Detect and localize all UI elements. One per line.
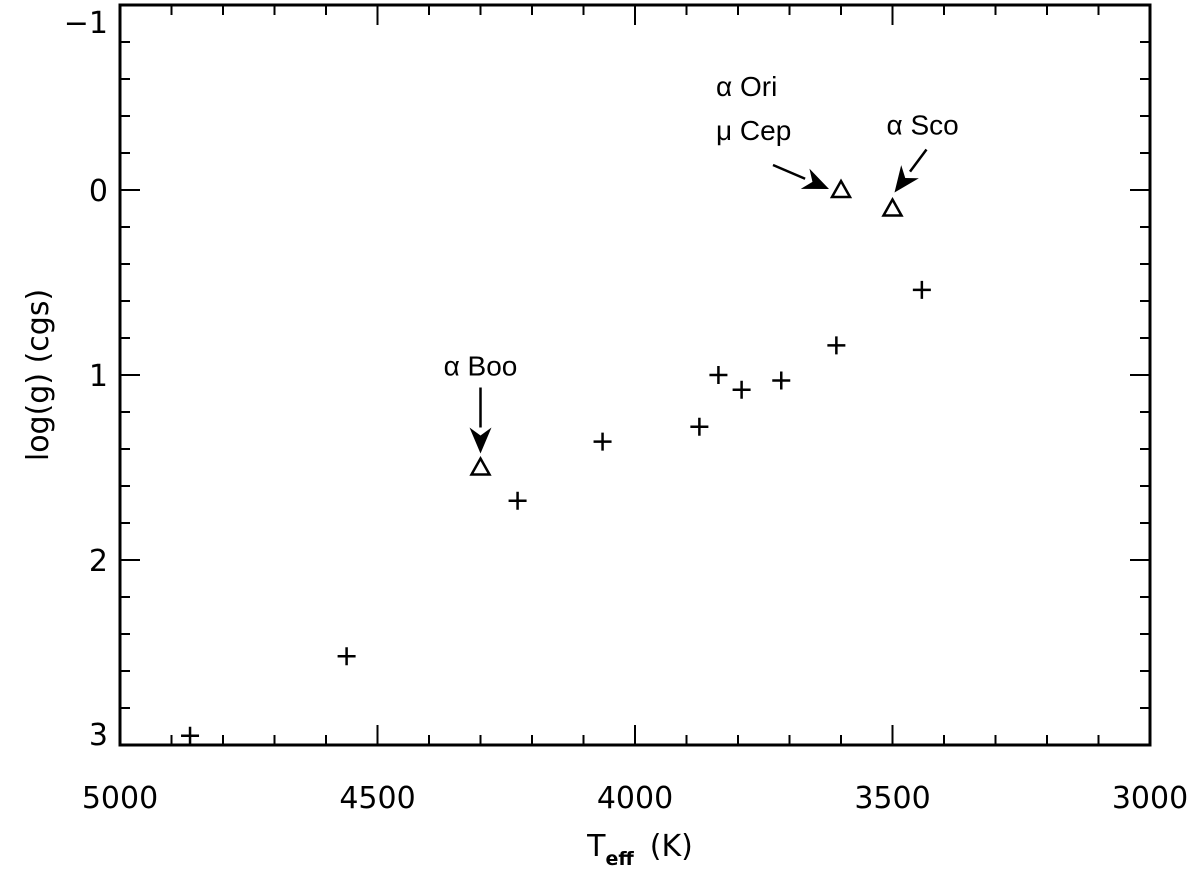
plus-marker (827, 336, 846, 355)
plot-frame (118, 3, 1152, 747)
plus-marker (709, 366, 728, 384)
y-tick-label: −1 (64, 6, 108, 41)
y-tick-label: 0 (89, 174, 108, 209)
data-points (181, 178, 931, 745)
y-tick-label: 3 (89, 718, 108, 753)
triangle-marker (881, 196, 904, 217)
x-tick-label: 3500 (854, 781, 930, 816)
plus-marker (337, 647, 356, 666)
annotation-label: μ Cep (716, 115, 791, 146)
y-tick-labels: −1 0 1 2 3 (64, 6, 108, 753)
x-tick-label: 3000 (1112, 781, 1188, 816)
y-axis-label: log(g) (cgs) (21, 289, 56, 461)
annotation-label: α Ori (716, 71, 777, 102)
axis-ticks (119, 4, 1151, 746)
annotations: α Boo α Ori μ Cep α Sco (444, 71, 959, 454)
triangle-marker (469, 455, 492, 476)
arrow-head (469, 427, 492, 454)
x-axis-label-unit: (K) (650, 829, 693, 864)
x-tick-labels: 5000 4500 4000 3500 3000 (82, 781, 1188, 816)
plus-marker (732, 380, 751, 399)
x-tick-label: 4000 (597, 781, 673, 816)
plus-marker (181, 726, 200, 745)
arrow-shaft (772, 163, 806, 180)
plus-marker (593, 432, 612, 451)
x-axis-label-sub: eff (605, 848, 634, 869)
x-axis-label-main: T (586, 829, 606, 864)
plus-marker (690, 417, 709, 436)
plus-marker (508, 491, 527, 510)
arrow-head (894, 165, 919, 193)
arrow-head (800, 168, 829, 189)
y-tick-label: 1 (89, 359, 108, 394)
x-tick-label: 5000 (82, 781, 158, 816)
plus-marker (772, 371, 791, 390)
triangle-marker (829, 178, 853, 199)
annotation-label: α Boo (444, 351, 518, 382)
x-axis-label: Teff (K) (586, 829, 693, 869)
y-tick-label: 2 (89, 544, 108, 579)
annotation-label: α Sco (887, 110, 959, 141)
x-tick-label: 4500 (339, 781, 415, 816)
plus-marker (912, 280, 931, 299)
arrow-shaft (909, 148, 928, 173)
